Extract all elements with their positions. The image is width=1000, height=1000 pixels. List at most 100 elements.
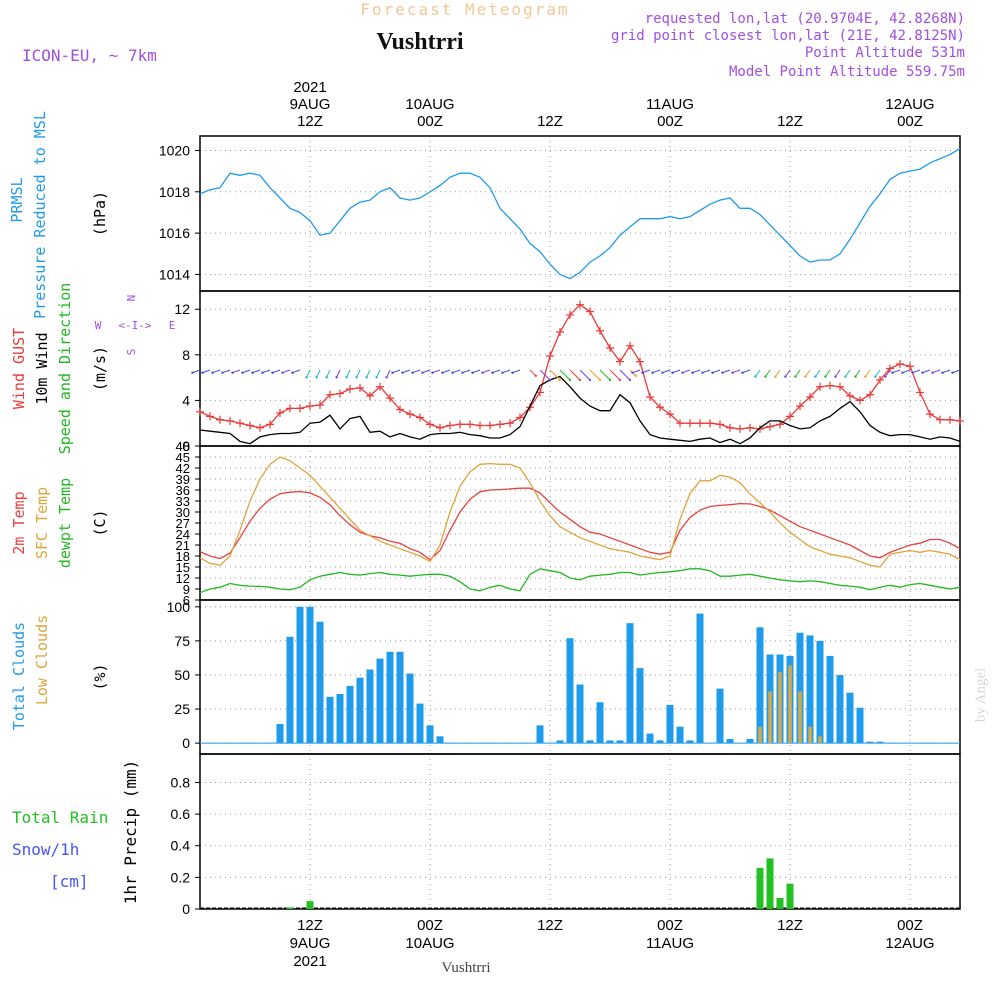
wind-arrow-head	[391, 371, 394, 374]
panel-label: Total Clouds	[10, 622, 28, 730]
y-tick-label: 0.6	[171, 806, 191, 822]
wind-arrow-head	[251, 371, 254, 374]
wind-arrow-head	[631, 371, 634, 374]
time-label-bottom: 12AUG	[885, 935, 934, 952]
gust-marker	[666, 410, 674, 419]
gust-marker	[886, 364, 894, 373]
total-cloud-bar	[366, 669, 374, 744]
panel-label: PRMSL	[8, 177, 26, 222]
gust-marker	[766, 422, 774, 431]
y-tick-label: 48	[176, 439, 190, 454]
panel-precipitation: 0 0.2 0.4 0.6 0.8	[171, 753, 961, 917]
gust-marker	[316, 400, 324, 409]
wind-arrow	[942, 369, 951, 374]
wind-arrow	[306, 369, 311, 378]
y-tick-label: 36	[176, 483, 190, 498]
wind-arrow-head	[711, 371, 714, 374]
wind-arrow-head	[754, 375, 757, 378]
total-cloud-bar	[806, 635, 814, 744]
panel-label: Wind GUST	[10, 328, 28, 409]
gust-marker	[456, 420, 464, 429]
compass-rose: N S W E <-I->	[95, 295, 176, 356]
gust-marker	[406, 410, 414, 419]
gust-marker	[446, 421, 454, 430]
gust-marker	[636, 357, 644, 366]
wind-arrow	[492, 369, 501, 374]
wind-arrow-head	[451, 371, 454, 374]
y-tick-label: 0	[182, 438, 190, 454]
wind-arrow-head	[931, 371, 934, 374]
y-tick-label: 21	[176, 538, 190, 553]
total-cloud-bar	[306, 606, 314, 744]
wind-arrow	[814, 369, 821, 377]
total-cloud-bar	[836, 675, 844, 744]
gust-marker	[756, 424, 764, 433]
gust-marker	[356, 383, 364, 392]
wind-arrow-head	[375, 376, 378, 379]
time-label-top: 11AUG	[646, 96, 694, 113]
wind-arrow-head	[731, 371, 734, 374]
wind-arrow	[902, 369, 911, 374]
low-cloud-bar	[788, 665, 792, 744]
wind-arrow	[932, 369, 941, 374]
panel-label: dewpt Temp	[56, 478, 74, 568]
wind-arrow	[482, 369, 491, 374]
wind-arrow-head	[774, 375, 777, 378]
y-tick-label: 4	[182, 392, 190, 408]
panel-label: SFC Temp	[33, 487, 51, 559]
wind-arrow-head	[401, 371, 404, 374]
gust-marker	[206, 412, 214, 421]
compass-north: N	[125, 295, 138, 302]
gust-marker	[866, 390, 874, 399]
wind-arrow	[599, 369, 611, 381]
rain-bar	[286, 907, 294, 909]
wind-arrow-head	[511, 371, 514, 374]
wind-arrow-head	[271, 371, 274, 374]
wind-direction-arrows	[191, 369, 961, 382]
wind-arrow	[692, 369, 701, 374]
y-tick-label: 75	[174, 633, 190, 649]
gust-marker	[626, 341, 634, 350]
wind-arrow-head	[844, 375, 847, 378]
time-label-bottom: 12Z	[297, 917, 323, 934]
wind-arrow-head	[634, 374, 637, 377]
wind-arrow	[262, 369, 271, 374]
wind-arrow	[854, 369, 861, 377]
y-tick-label: 0	[182, 735, 190, 751]
gust-marker	[826, 381, 834, 390]
total-cloud-bar	[826, 655, 834, 744]
time-label-bottom: 12Z	[537, 917, 563, 934]
total-cloud-bar	[556, 740, 564, 744]
total-cloud-bar	[616, 740, 624, 744]
total-cloud-bar	[646, 733, 654, 744]
panel-unit: (%)	[91, 663, 109, 690]
total-cloud-bar	[286, 636, 294, 744]
gust-marker	[696, 419, 704, 428]
gust-marker	[516, 413, 524, 422]
panel-frame	[199, 135, 961, 292]
gust-marker	[646, 392, 654, 401]
wind-arrow-head	[568, 378, 572, 382]
location-title: Vushtrri	[376, 29, 463, 55]
wind-arrow-head	[598, 378, 602, 382]
total-cloud-bar	[816, 640, 824, 744]
wind-arrow-head	[481, 371, 484, 374]
wind-arrow	[336, 369, 341, 378]
time-label-top: 2021	[293, 79, 326, 96]
gust-marker	[216, 415, 224, 424]
wind-arrow-head	[325, 376, 328, 379]
wind-arrow-head	[608, 378, 612, 382]
y-tick-label: 100	[167, 599, 191, 615]
wind-arrow	[452, 369, 461, 374]
y-tick-label: 0.2	[171, 869, 191, 885]
time-label-bottom: 10AUG	[405, 935, 454, 952]
wind-arrow-head	[691, 371, 694, 374]
compass-south: S	[125, 349, 138, 356]
y-tick-label: 33	[176, 494, 190, 509]
wind-arrow-head	[891, 371, 894, 374]
wind-arrow-head	[431, 371, 434, 374]
wind-arrow	[662, 369, 671, 374]
gust-marker	[786, 412, 794, 421]
gust-marker	[566, 310, 574, 319]
total-cloud-bar	[656, 740, 664, 744]
